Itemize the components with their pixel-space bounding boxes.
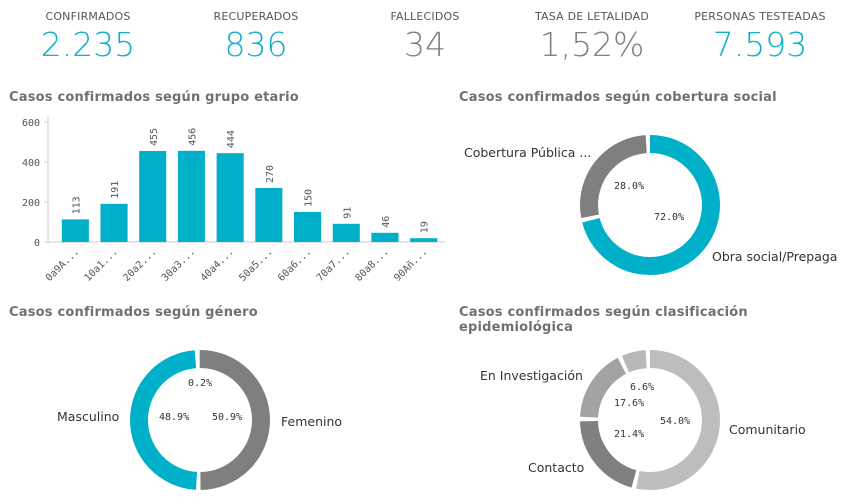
kpi-fallecidos: FALLECIDOS 34 xyxy=(340,10,510,64)
label-cobertura-publica: Cobertura Pública ... xyxy=(464,145,592,160)
donut-slice xyxy=(580,350,720,490)
chart-title-grupo-etario: Casos confirmados según grupo etario xyxy=(9,90,299,105)
bar-value-label: 191 xyxy=(110,181,121,199)
bar-value-label: 456 xyxy=(187,128,198,146)
kpi-label: PERSONAS TESTEADAS xyxy=(694,10,826,23)
label-en-investigacion: En Investigación xyxy=(480,368,583,383)
pct-obra-social: 72.0% xyxy=(654,212,685,223)
kpi-confirmados: CONFIRMADOS 2.235 xyxy=(3,10,173,64)
bar xyxy=(100,203,128,242)
bar xyxy=(255,188,283,242)
kpi-value: 34 xyxy=(404,25,446,64)
bar-value-label: 444 xyxy=(226,130,237,148)
bar xyxy=(371,232,399,242)
kpi-label: TASA DE LETALIDAD xyxy=(534,10,650,23)
bar xyxy=(294,212,322,242)
pct-femenino: 50.9% xyxy=(212,412,243,423)
kpi-value: 2.235 xyxy=(40,25,136,64)
x-tick-label: 50a5... xyxy=(237,246,275,284)
bar-value-label: 455 xyxy=(149,128,160,146)
kpi-label: RECUPERADOS xyxy=(213,10,299,23)
bar-value-label: 150 xyxy=(304,189,315,207)
label-comunitario: Comunitario xyxy=(729,422,806,437)
bar xyxy=(61,219,89,242)
bar xyxy=(410,238,438,242)
pct-otro: 0.2% xyxy=(188,378,213,389)
bar xyxy=(216,153,244,242)
x-tick-label: 20a2... xyxy=(121,246,159,284)
kpi-label: FALLECIDOS xyxy=(390,10,460,23)
kpi-label: CONFIRMADOS xyxy=(45,10,131,23)
pct-comunitario: 54.0% xyxy=(660,416,691,427)
kpi-personas-testeadas: PERSONAS TESTEADAS 7.593 xyxy=(675,10,845,64)
bar-value-label: 113 xyxy=(71,196,82,214)
kpi-value: 7.593 xyxy=(712,25,808,64)
bar xyxy=(177,150,205,242)
donut-slice xyxy=(130,350,270,490)
chart-title-genero: Casos confirmados según género xyxy=(9,305,258,320)
donut-slice xyxy=(580,135,720,275)
x-tick-label: 40a4... xyxy=(199,246,237,284)
kpi-tasa-letalidad: TASA DE LETALIDAD 1,52% xyxy=(507,10,677,64)
label-contacto: Contacto xyxy=(528,460,585,475)
kpi-recuperados: RECUPERADOS 836 xyxy=(171,10,341,64)
pct-sin-dato: 6.6% xyxy=(630,382,655,393)
x-tick-label: 0a9A... xyxy=(44,246,82,284)
donut-slice xyxy=(130,350,270,490)
label-femenino: Femenino xyxy=(281,414,343,429)
y-tick-label: 0 xyxy=(34,238,40,249)
bar xyxy=(139,151,167,242)
label-obra-social: Obra social/Prepaga xyxy=(712,249,838,264)
donut-slice xyxy=(580,135,720,275)
x-tick-label: 10a1... xyxy=(83,246,121,284)
chart-title-cobertura: Casos confirmados según cobertura social xyxy=(459,90,777,105)
kpi-value: 1,52% xyxy=(539,25,645,64)
pct-cobertura-publica: 28.0% xyxy=(614,181,645,192)
pct-contacto: 21.4% xyxy=(614,429,645,440)
x-tick-label: 60a6... xyxy=(276,246,314,284)
kpi-value: 836 xyxy=(224,25,288,64)
bar-value-label: 270 xyxy=(265,165,276,183)
x-tick-label: 70a7... xyxy=(315,246,353,284)
x-tick-label: 80a8... xyxy=(353,246,391,284)
bar-value-label: 91 xyxy=(342,207,353,219)
bar-value-label: 46 xyxy=(381,216,392,228)
y-tick-label: 600 xyxy=(22,118,40,129)
pct-masculino: 48.9% xyxy=(159,412,190,423)
y-tick-label: 400 xyxy=(22,158,40,169)
bar xyxy=(332,223,360,242)
bar-value-label: 19 xyxy=(420,221,431,233)
y-tick-label: 200 xyxy=(22,198,40,209)
chart-title-epidemiologica: Casos confirmados según clasificación ep… xyxy=(459,305,748,335)
x-tick-label: 30a3... xyxy=(160,246,198,284)
label-masculino: Masculino xyxy=(57,409,120,424)
x-tick-label: 90Añ... xyxy=(392,246,430,284)
pct-en-investigacion: 17.6% xyxy=(614,398,645,409)
